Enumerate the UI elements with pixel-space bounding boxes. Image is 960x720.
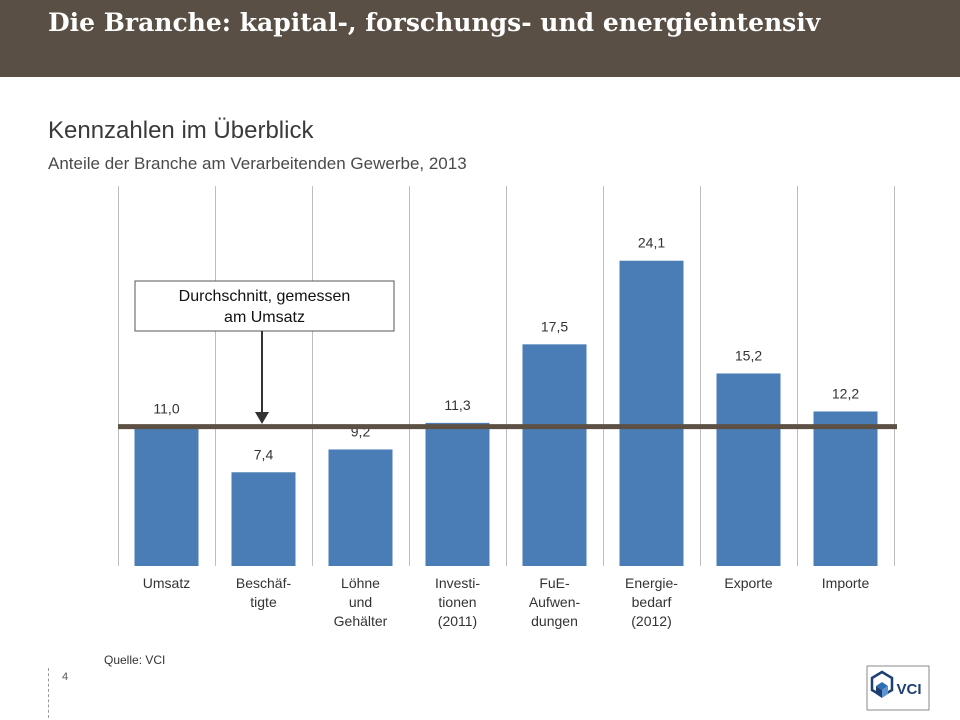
bar bbox=[813, 411, 878, 566]
category-label: Investi- bbox=[435, 575, 480, 591]
data-label: 15,2 bbox=[735, 347, 762, 363]
data-label: 11,3 bbox=[444, 397, 470, 413]
category-label: FuE- bbox=[539, 575, 570, 591]
chart-caption: Anteile der Branche am Verarbeitenden Ge… bbox=[48, 154, 467, 173]
category-label: dungen bbox=[531, 613, 578, 629]
category-label: (2012) bbox=[631, 613, 671, 629]
bar bbox=[425, 422, 490, 566]
category-label: und bbox=[349, 594, 372, 610]
page-number: 4 bbox=[62, 671, 69, 683]
category-label: Energie- bbox=[625, 575, 678, 591]
data-label: 11,0 bbox=[153, 401, 179, 417]
slide-title: Die Branche: kapital-, forschungs- und e… bbox=[48, 8, 821, 37]
category-label: tionen bbox=[438, 594, 476, 610]
category-label: Aufwen- bbox=[529, 594, 581, 610]
data-label: 24,1 bbox=[638, 235, 665, 251]
category-label: bedarf bbox=[632, 594, 672, 610]
annotation-arrowhead bbox=[255, 412, 269, 424]
category-label: (2011) bbox=[438, 613, 477, 629]
bar bbox=[328, 449, 393, 566]
chart-subtitle: Kennzahlen im Überblick bbox=[48, 117, 314, 144]
category-label: Beschäf- bbox=[236, 575, 292, 591]
bar bbox=[134, 426, 199, 566]
category-label: Exporte bbox=[724, 575, 772, 591]
category-label: Umsatz bbox=[143, 575, 190, 591]
data-label: 7,4 bbox=[254, 446, 274, 462]
bar bbox=[522, 344, 587, 566]
vci-logo: VCI bbox=[866, 665, 930, 711]
annotation-text: am Umsatz bbox=[224, 309, 305, 326]
data-label: 17,5 bbox=[541, 318, 568, 334]
category-label: Löhne bbox=[341, 575, 380, 591]
category-label: tigte bbox=[250, 594, 277, 610]
data-label: 12,2 bbox=[832, 385, 859, 401]
bar bbox=[716, 373, 781, 566]
bar bbox=[231, 472, 296, 566]
logo-text: VCI bbox=[896, 681, 921, 698]
header-bar bbox=[0, 0, 960, 77]
bar bbox=[619, 260, 684, 566]
page-rule bbox=[48, 668, 49, 718]
category-label: Importe bbox=[822, 575, 870, 591]
category-label: Gehälter bbox=[334, 613, 388, 629]
annotation-box bbox=[134, 280, 395, 332]
source-note: Quelle: VCI bbox=[104, 653, 166, 667]
annotation-text: Durchschnitt, gemessen bbox=[179, 288, 351, 305]
